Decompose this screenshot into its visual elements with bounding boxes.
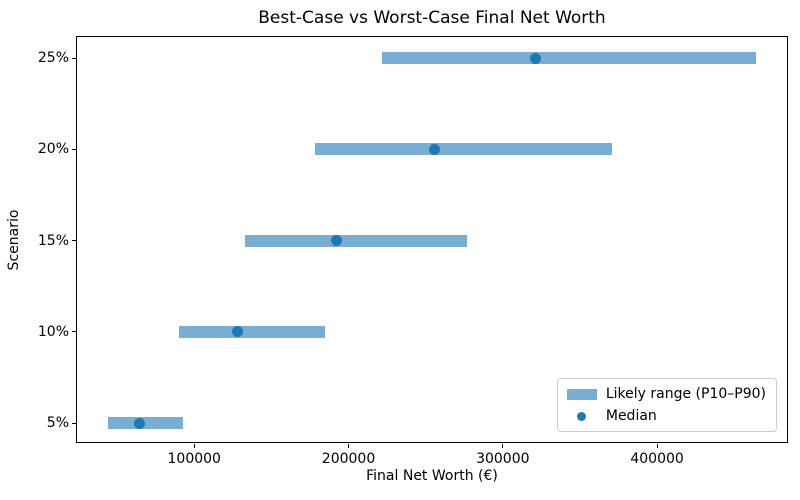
legend-label-median: Median (605, 408, 657, 424)
range-bar (178, 325, 326, 338)
y-tick-label: 5% (46, 415, 69, 431)
x-tick (348, 444, 350, 448)
range-bar (245, 234, 468, 247)
range-bar (107, 417, 184, 429)
x-tick-label: 200000 (321, 451, 376, 467)
y-tick (72, 240, 76, 241)
x-tick (502, 444, 504, 448)
median-dot (133, 417, 145, 429)
y-axis-label: Scenario (6, 209, 22, 271)
legend-item-range: Likely range (P10–P90) (566, 386, 766, 402)
y-tick (72, 331, 76, 333)
median-dot (231, 326, 243, 338)
range-bar (314, 143, 613, 156)
legend-item-median: Median (567, 408, 766, 424)
y-tick (72, 57, 76, 59)
median-dot (529, 52, 541, 64)
x-axis-label: Final Net Worth (€) (366, 468, 498, 484)
legend-swatch-cell (567, 411, 597, 421)
legend-swatch-cell (566, 388, 597, 400)
y-tick (72, 422, 76, 424)
x-tick-label: 300000 (476, 451, 530, 467)
range-bar (382, 52, 756, 64)
x-tick (656, 444, 658, 448)
median-dot (330, 235, 342, 246)
range-patch-icon (566, 388, 597, 400)
y-tick-label: 15% (37, 232, 69, 249)
plot-area: Likely range (P10–P90) Median 5% 10% 15% 20… (38, 36, 788, 467)
chart-title: Best-Case vs Worst-Case Final Net Worth (258, 8, 606, 28)
y-tick (72, 148, 76, 150)
legend-label-range: Likely range (P10–P90) (605, 386, 766, 402)
median-dot-icon (577, 411, 587, 421)
y-tick-label: 10% (37, 323, 69, 340)
y-tick-label: 20% (37, 141, 69, 158)
median-dot (429, 143, 441, 155)
x-tick-label: 400000 (630, 451, 684, 467)
y-tick-label: 25% (37, 50, 69, 66)
legend: Likely range (P10–P90) Median (556, 378, 777, 432)
x-tick (193, 444, 195, 448)
x-tick-label: 100000 (167, 451, 221, 467)
